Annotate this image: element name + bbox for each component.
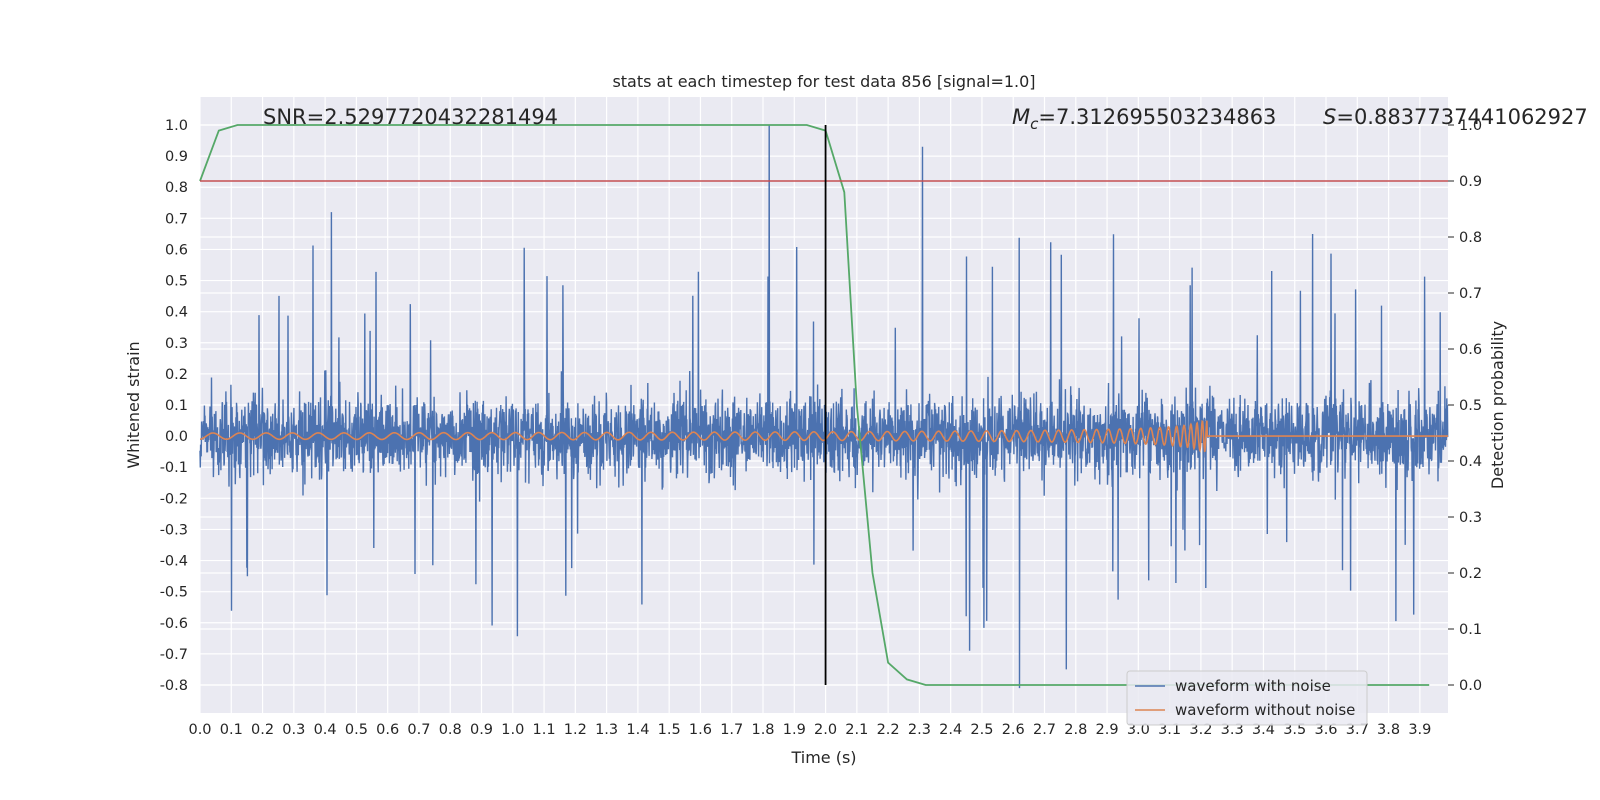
left-y-tick-label: -0.6 bbox=[160, 616, 188, 632]
x-tick-label: 1.8 bbox=[751, 722, 774, 738]
right-y-tick-label: 0.3 bbox=[1459, 510, 1482, 526]
chirp-mass-value: =7.312695503234863 bbox=[1038, 105, 1276, 129]
left-y-tick-label: 0.4 bbox=[165, 305, 188, 321]
chirp-mass-subscript: c bbox=[1030, 115, 1039, 133]
left-y-tick-label: 0.7 bbox=[165, 211, 188, 227]
left-axis-ticks: -0.8 -0.7 -0.6 -0.5 -0.4 -0.3 -0.2 -0.1 0.0 0.1 0.… bbox=[160, 118, 188, 694]
x-tick-label: 0.4 bbox=[314, 722, 337, 738]
spin-value: =0.8837737441062927 bbox=[1336, 105, 1587, 129]
x-tick-label: 2.0 bbox=[814, 722, 837, 738]
x-tick-label: 3.5 bbox=[1283, 722, 1306, 738]
detection-probability-line bbox=[199, 124, 1430, 686]
x-tick-label: 1.7 bbox=[720, 722, 743, 738]
left-y-tick-label: -0.1 bbox=[160, 460, 188, 476]
x-tick-label: 1.1 bbox=[533, 722, 556, 738]
x-tick-label: 1.5 bbox=[658, 722, 681, 738]
x-axis-ticks: 0.0 0.1 0.2 0.3 0.4 0.5 0.6 0.7 0.8 0.9 1.0 1.1 1.2 1… bbox=[188, 722, 1431, 738]
right-y-tick-label: 0.6 bbox=[1459, 342, 1482, 358]
detection-probability-series bbox=[199, 124, 1430, 686]
legend-label-clean: waveform without noise bbox=[1175, 701, 1355, 719]
x-tick-label: 0.8 bbox=[439, 722, 462, 738]
x-tick-label: 2.5 bbox=[970, 722, 993, 738]
right-y-tick-label: 0.1 bbox=[1459, 622, 1482, 638]
legend-box bbox=[1126, 670, 1368, 726]
left-y-tick-label: 0.0 bbox=[165, 429, 188, 445]
x-tick-label: 2.2 bbox=[877, 722, 900, 738]
left-y-tick-label: -0.3 bbox=[160, 522, 188, 538]
x-tick-label: 3.9 bbox=[1408, 722, 1431, 738]
x-tick-label: 1.4 bbox=[626, 722, 649, 738]
snr-annotation: SNR=2.5297720432281494 bbox=[263, 105, 558, 129]
x-tick-label: 3.0 bbox=[1127, 722, 1150, 738]
noisy-waveform-line bbox=[199, 124, 1449, 689]
x-tick-label: 1.0 bbox=[501, 722, 524, 738]
legend-label-noisy: waveform with noise bbox=[1175, 677, 1331, 695]
right-y-tick-label: 0.4 bbox=[1459, 454, 1482, 470]
left-y-tick-label: -0.8 bbox=[160, 678, 188, 694]
x-tick-label: 0.5 bbox=[345, 722, 368, 738]
right-y-tick-label: 0.8 bbox=[1459, 230, 1482, 246]
x-tick-label: 2.9 bbox=[1096, 722, 1119, 738]
overlays bbox=[200, 125, 1448, 685]
left-y-tick-label: 0.5 bbox=[165, 274, 188, 290]
chirp-mass-symbol: M bbox=[1012, 105, 1030, 129]
x-tick-label: 2.1 bbox=[845, 722, 868, 738]
left-y-axis-label: Whitened strain bbox=[124, 341, 143, 468]
left-y-tick-label: -0.2 bbox=[160, 491, 188, 507]
x-tick-label: 2.6 bbox=[1002, 722, 1025, 738]
left-y-tick-label: 0.6 bbox=[165, 242, 188, 258]
left-y-tick-label: -0.4 bbox=[160, 554, 188, 570]
x-tick-label: 0.9 bbox=[470, 722, 493, 738]
spin-symbol: S bbox=[1323, 105, 1336, 129]
x-tick-label: 1.2 bbox=[564, 722, 587, 738]
x-tick-label: 3.7 bbox=[1346, 722, 1369, 738]
legend: waveform with noise waveform without noi… bbox=[1126, 670, 1368, 726]
x-tick-label: 3.2 bbox=[1189, 722, 1212, 738]
x-tick-label: 1.9 bbox=[783, 722, 806, 738]
right-y-tick-label: 0.9 bbox=[1459, 174, 1482, 190]
right-y-tick-label: 0.7 bbox=[1459, 286, 1482, 302]
right-y-tick-label: 0.0 bbox=[1459, 678, 1482, 694]
clean-waveform-line bbox=[200, 419, 1448, 453]
x-tick-label: 0.2 bbox=[251, 722, 274, 738]
x-tick-label: 3.3 bbox=[1221, 722, 1244, 738]
x-tick-label: 0.7 bbox=[407, 722, 430, 738]
right-y-tick-label: 0.5 bbox=[1459, 398, 1482, 414]
left-y-tick-label: -0.5 bbox=[160, 585, 188, 601]
spin-annotation: S=0.8837737441062927 bbox=[1323, 105, 1588, 129]
x-tick-label: 1.3 bbox=[595, 722, 618, 738]
x-tick-label: 0.3 bbox=[282, 722, 305, 738]
x-tick-label: 2.3 bbox=[908, 722, 931, 738]
x-tick-label: 0.6 bbox=[376, 722, 399, 738]
x-tick-label: 0.1 bbox=[220, 722, 243, 738]
noisy-waveform-series bbox=[199, 124, 1449, 689]
left-y-tick-label: 0.8 bbox=[165, 180, 188, 196]
x-tick-label: 0.0 bbox=[188, 722, 211, 738]
left-y-tick-label: 0.9 bbox=[165, 149, 188, 165]
x-tick-label: 1.6 bbox=[689, 722, 712, 738]
right-axis-ticks: 0.0 0.1 0.2 0.3 0.4 0.5 0.6 0.7 0.8 0.9 1.0 bbox=[1448, 118, 1482, 694]
right-y-axis-label: Detection probability bbox=[1488, 321, 1507, 489]
left-y-tick-label: 0.1 bbox=[165, 398, 188, 414]
right-y-tick-label: 0.2 bbox=[1459, 566, 1482, 582]
left-y-tick-label: -0.7 bbox=[160, 647, 188, 663]
x-tick-label: 3.4 bbox=[1252, 722, 1275, 738]
left-y-tick-label: 1.0 bbox=[165, 118, 188, 134]
x-tick-label: 3.6 bbox=[1314, 722, 1337, 738]
clean-waveform-series bbox=[200, 419, 1448, 453]
x-tick-label: 3.8 bbox=[1377, 722, 1400, 738]
left-y-tick-label: 0.2 bbox=[165, 367, 188, 383]
right-y-tick-label: 1.0 bbox=[1459, 118, 1482, 134]
chart-title: stats at each timestep for test data 856… bbox=[612, 72, 1035, 91]
x-tick-label: 3.1 bbox=[1158, 722, 1181, 738]
x-axis-label: Time (s) bbox=[790, 748, 856, 767]
x-tick-label: 2.7 bbox=[1033, 722, 1056, 738]
x-tick-label: 2.8 bbox=[1064, 722, 1087, 738]
x-tick-label: 2.4 bbox=[939, 722, 962, 738]
left-y-tick-label: 0.3 bbox=[165, 336, 188, 352]
chirp-mass-annotation: Mc=7.312695503234863 bbox=[1012, 105, 1276, 133]
